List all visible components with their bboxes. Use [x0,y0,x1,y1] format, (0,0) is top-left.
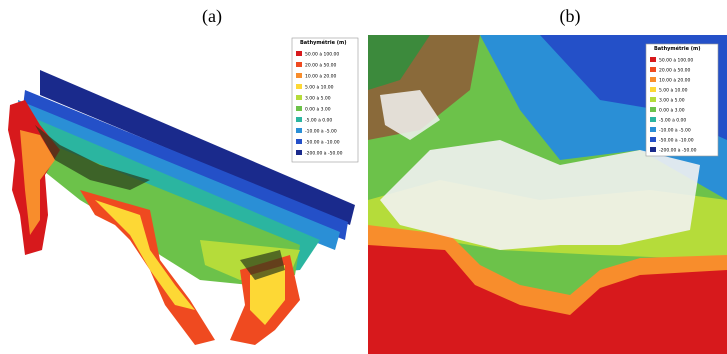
legend-swatch [296,62,302,67]
map-b: Bathymétrie (m) 50.00 à 100.00 20.00 à 50.… [368,35,727,354]
legend-title: Bathymétrie (m) [654,45,700,52]
legend-label: 0.00 à 3.00 [659,107,685,114]
legend-label: 20.00 à 50.00 [659,67,691,74]
legend-swatch [650,57,656,62]
legend-swatch [296,84,302,89]
legend-swatch [296,117,302,122]
legend-label: -200.00 à -50.00 [659,147,697,154]
legend-label: 50.00 à 100.00 [305,51,339,58]
legend-label: 5.00 à 10.00 [659,87,688,94]
legend-label: -50.00 à -10.00 [305,139,340,146]
legend-swatch [650,97,656,102]
legend-label: -200.00 à -50.00 [305,150,343,157]
legend-swatch [650,67,656,72]
legend-label: 3.00 à 5.00 [305,95,331,102]
legend-swatch [650,107,656,112]
map-a: Bathymétrie (m) 50.00 à 100.00 20.00 à 50.… [8,38,358,345]
legend-swatch [296,73,302,78]
legend-label: 3.00 à 5.00 [659,97,685,104]
legend-swatch [650,147,656,152]
legend-label: -10.00 à -5.00 [305,128,337,135]
legend-label: 10.00 à 20.00 [659,77,691,84]
legend-label: 5.00 à 10.00 [305,84,334,91]
figure: (a) (b) Bathymétrie (m) 50.00 à 100.00 20.… [0,0,727,354]
legend-swatch [296,128,302,133]
legend-title: Bathymétrie (m) [300,39,346,46]
legend-label: 10.00 à 20.00 [305,73,337,80]
legend-swatch [296,150,302,155]
panel-label: (b) [560,6,581,27]
legend-swatch [650,87,656,92]
legend-swatch [296,95,302,100]
legend-label: -10.00 à -5.00 [659,127,691,134]
legend-swatch [650,137,656,142]
legend-label: 50.00 à 100.00 [659,57,693,64]
legend-swatch [296,139,302,144]
legend-swatch [296,106,302,111]
legend-swatch [650,117,656,122]
legend-swatch [650,127,656,132]
legend-label: 0.00 à 3.00 [305,106,331,113]
legend-label: -50.00 à -10.00 [659,137,694,144]
legend-swatch [650,77,656,82]
legend-label: 20.00 à 50.00 [305,62,337,69]
legend-label: -5.00 à 0.00 [305,117,332,124]
panel-label: (a) [202,6,222,27]
legend-label: -5.00 à 0.00 [659,117,686,124]
legend-swatch [296,51,302,56]
